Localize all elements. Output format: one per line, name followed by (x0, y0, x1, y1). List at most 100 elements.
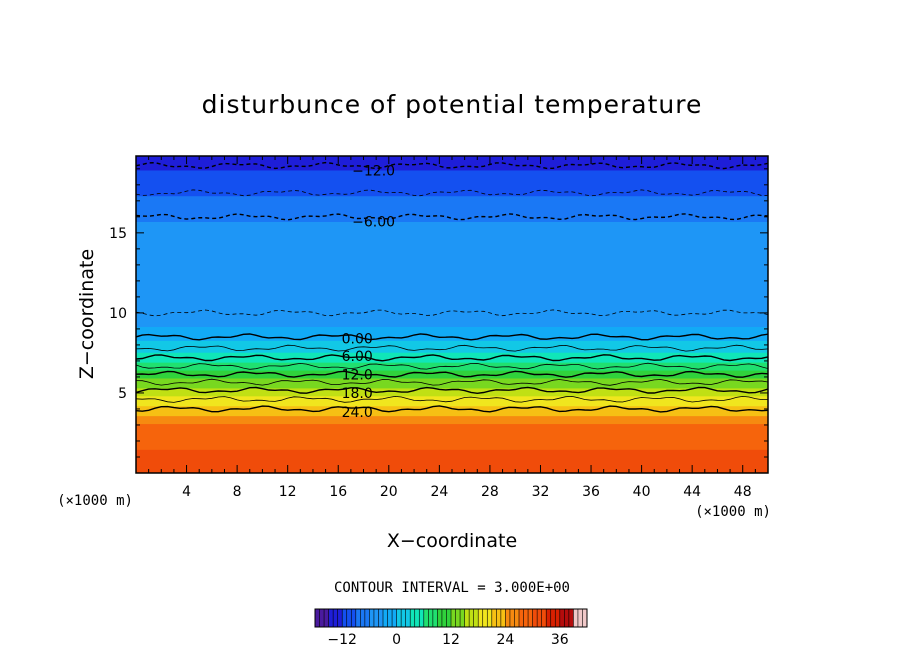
x-tick-label: 44 (683, 484, 701, 500)
heatmap-cell (136, 286, 768, 290)
heatmap-cell (136, 233, 768, 236)
heatmap-cell (136, 318, 768, 322)
heatmap-cell (136, 431, 768, 434)
heatmap-cell (136, 199, 768, 203)
x-tick-label: 16 (329, 484, 347, 500)
heatmap-cell (136, 251, 768, 254)
colorbar-swatch (464, 609, 479, 627)
heatmap-cell (136, 249, 768, 252)
contour-label: 12.0 (342, 368, 373, 384)
x-unit-left: (×1000 m) (57, 493, 133, 509)
heatmap-cell (136, 276, 768, 280)
heatmap-cell (136, 274, 768, 278)
y-axis-label: Z−coordinate (76, 249, 98, 379)
heatmap-cell (136, 310, 768, 314)
heatmap-cell (136, 403, 768, 407)
colorbar-tick-label: −12 (327, 632, 357, 648)
heatmap-cell (136, 163, 768, 167)
contour-line (136, 386, 768, 395)
heatmap-cell (136, 433, 768, 436)
heatmap-cell (136, 231, 768, 234)
heatmap-cell (136, 217, 768, 220)
heatmap-cell (136, 379, 768, 383)
heatmap-cell (136, 427, 768, 431)
heatmap-cell (136, 292, 768, 296)
contour-line (136, 333, 768, 341)
heatmap-cell (136, 389, 768, 393)
x-tick-label: 40 (633, 484, 651, 500)
heatmap-cell (136, 419, 768, 423)
x-tick-label: 36 (582, 484, 600, 500)
x-axis: 4 8 12 16 20 24 28 32 36 40 44 48 (148, 156, 756, 500)
heatmap-cell (136, 449, 768, 452)
heatmap-cell (136, 385, 768, 389)
heatmap-cell (136, 282, 768, 286)
colorbar-swatch (437, 609, 452, 627)
contour-line (136, 213, 768, 221)
heatmap-cell (136, 447, 768, 450)
heatmap-cell (136, 326, 768, 329)
x-axis-label: X−coordinate (387, 530, 517, 552)
heatmap-cell (136, 205, 768, 209)
heatmap-cell (136, 429, 768, 432)
colorbar-swatch (491, 609, 506, 627)
x-tick-label: 48 (734, 484, 752, 500)
colorbar-frame (314, 608, 588, 628)
x-unit-right: (×1000 m) (695, 504, 771, 520)
contour-label: 18.0 (342, 386, 373, 402)
x-tick-label: 20 (380, 484, 398, 500)
heatmap-cell (136, 213, 768, 217)
heatmap-cell (136, 195, 768, 199)
heatmap-cell (136, 455, 768, 458)
contour-line (136, 344, 768, 352)
colorbar-swatch (342, 609, 357, 627)
heatmap-cell (136, 415, 768, 419)
heatmap-cell (136, 255, 768, 258)
contour-label: 6.00 (342, 349, 373, 365)
y-tick-label: 5 (118, 386, 127, 402)
colorbar-tick-label: 12 (442, 632, 460, 648)
y-tick-label: 15 (109, 226, 127, 242)
heatmap-cell (136, 261, 768, 264)
heatmap-cell (136, 467, 768, 470)
colorbar-swatch (559, 609, 574, 627)
x-tick-label: 24 (430, 484, 448, 500)
heatmap-cell (136, 266, 768, 270)
colorbar-swatch (410, 609, 425, 627)
heatmap-cell (136, 435, 768, 438)
heatmap-cell (136, 306, 768, 310)
heatmap-cell (136, 395, 768, 399)
heatmap-cell (136, 332, 768, 335)
heatmap-cell (136, 239, 768, 242)
heatmap-cell (136, 334, 768, 337)
colorbar-swatch (573, 609, 588, 627)
heatmap-cell (136, 288, 768, 292)
heatmap-cell (136, 201, 768, 205)
x-tick-label: 28 (481, 484, 499, 500)
heatmap-cell (136, 209, 768, 213)
heatmap-cell (136, 316, 768, 320)
heatmap-cell (136, 227, 768, 230)
heatmap-cell (136, 375, 768, 379)
colorbar: −12 0 12 24 36 (314, 608, 588, 648)
heatmap-cell (136, 280, 768, 284)
heatmap-cell (136, 229, 768, 232)
x-tick-label: 32 (532, 484, 550, 500)
heatmap-cell (136, 362, 768, 365)
heatmap-cell (136, 165, 768, 169)
heatmap-cell (136, 342, 768, 345)
heatmap-cell (136, 237, 768, 240)
heatmap-cell (136, 391, 768, 395)
colorbar-swatch (423, 609, 438, 627)
heatmap-cell (136, 207, 768, 211)
heatmap-cell (136, 322, 768, 326)
heatmap-cell (136, 191, 768, 195)
y-axis: 5 10 15 (109, 168, 768, 458)
heatmap-cell (136, 401, 768, 405)
heatmap-cell (136, 167, 768, 171)
heatmap-cell (136, 193, 768, 197)
heatmap-cell (136, 272, 768, 276)
contour-line (136, 405, 768, 413)
heatmap-cell (136, 421, 768, 425)
